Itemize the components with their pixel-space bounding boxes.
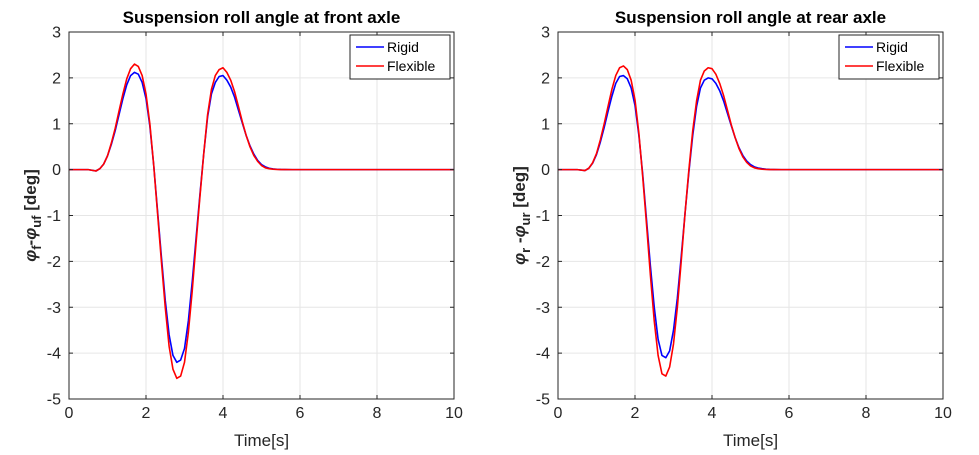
rear-y-axis-label-phi1: φ [510, 253, 529, 265]
rear-y-axis-label-sub1: r [518, 248, 533, 253]
front-y-axis-label-sub2: uf [29, 215, 44, 228]
front-legend-label-rigid: Rigid [387, 39, 419, 55]
rear-x-tick-label: 4 [708, 405, 717, 422]
front-y-axis-label-unit: [deg] [21, 169, 40, 215]
rear-y-axis-label-sub2: ur [518, 212, 533, 225]
front-legend-label-flexible: Flexible [387, 58, 435, 74]
front-x-tick-label: 10 [445, 405, 463, 422]
front-chart-title: Suspension roll angle at front axle [123, 8, 401, 27]
rear-legend-label-flexible: Flexible [876, 58, 924, 74]
rear-y-axis-label-sep: - [510, 237, 529, 247]
rear-axle-chart-panel: 0 2 4 6 8 10 3 2 1 0 -1 -2 -3 -4 -5 Suspension roll ang… [489, 0, 978, 455]
front-y-axis-label: φf-φuf [deg] [21, 169, 44, 262]
front-y-tick-label: 2 [52, 70, 61, 87]
front-y-tick-label: 0 [52, 162, 61, 179]
rear-y-axis-label: φr -φur [deg] [510, 166, 533, 265]
front-x-axis-label: Time[s] [234, 431, 289, 450]
front-axle-chart-panel: 0 2 4 6 8 10 3 2 1 0 -1 -2 -3 -4 -5 Suspension roll ang… [0, 0, 489, 455]
rear-y-tick-label: 3 [541, 25, 550, 42]
rear-x-tick-label: 2 [631, 405, 640, 422]
rear-y-axis-label-unit: [deg] [510, 166, 529, 212]
rear-x-tick-label: 6 [785, 405, 794, 422]
rear-y-tick-label: -5 [536, 392, 550, 409]
rear-legend-label-rigid: Rigid [876, 39, 908, 55]
front-legend: Rigid Flexible [349, 34, 451, 80]
rear-legend: Rigid Flexible [838, 34, 940, 80]
rear-x-axis-label: Time[s] [723, 431, 778, 450]
rear-y-tick-label: -4 [536, 346, 550, 363]
front-y-axis-label-phi1: φ [21, 250, 40, 262]
rear-x-tick-label: 0 [554, 405, 563, 422]
rear-y-tick-label: 1 [541, 116, 550, 133]
front-y-tick-label: -5 [47, 392, 61, 409]
front-x-tick-label: 0 [65, 405, 74, 422]
front-y-axis-label-phi2: φ [21, 228, 40, 240]
rear-x-tick-label: 8 [862, 405, 871, 422]
rear-series-line-flexible [558, 65, 943, 377]
front-x-tick-label: 6 [296, 405, 305, 422]
front-y-tick-label: 3 [52, 25, 61, 42]
front-x-tick-label: 8 [373, 405, 382, 422]
front-y-tick-label: -1 [47, 208, 61, 225]
front-legend-box [349, 34, 451, 80]
rear-y-tick-label: 0 [541, 162, 550, 179]
rear-chart-title: Suspension roll angle at rear axle [615, 8, 886, 27]
rear-y-tick-label: 2 [541, 70, 550, 87]
front-x-tick-label: 2 [142, 405, 151, 422]
front-y-axis-label-sep: - [21, 240, 40, 246]
rear-x-tick-label: 10 [934, 405, 952, 422]
rear-y-tick-label: -1 [536, 208, 550, 225]
front-y-tick-label: -4 [47, 346, 61, 363]
rear-legend-box [838, 34, 940, 80]
front-y-tick-label: -2 [47, 254, 61, 271]
front-x-tick-label: 4 [219, 405, 228, 422]
front-series-line-flexible [69, 63, 454, 380]
front-y-axis-label-sub1: f [29, 245, 44, 250]
front-y-tick-label: -3 [47, 300, 61, 317]
rear-y-tick-label: -3 [536, 300, 550, 317]
rear-y-tick-label: -2 [536, 254, 550, 271]
front-y-tick-label: 1 [52, 116, 61, 133]
rear-y-axis-label-phi2: φ [510, 225, 529, 237]
